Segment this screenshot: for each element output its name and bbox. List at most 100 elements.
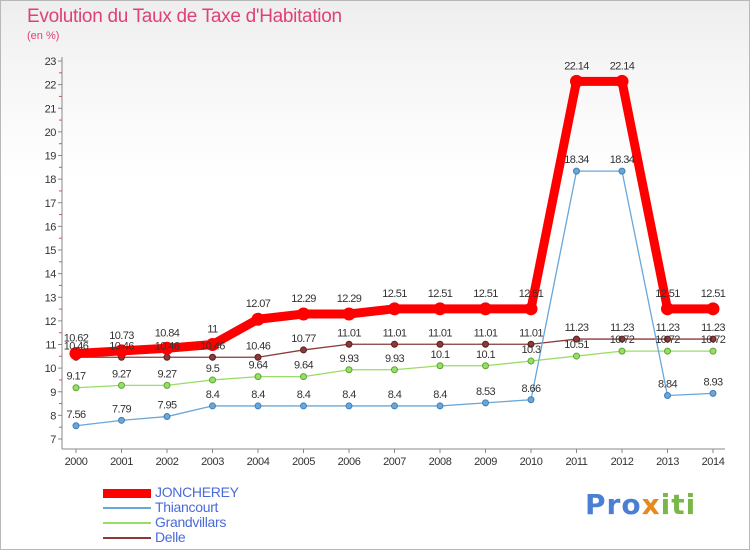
data-label-grandvillars: 9.64 — [294, 360, 313, 372]
data-point-delle — [573, 335, 580, 343]
legend-item-thiancourt[interactable]: Thiancourt — [103, 499, 403, 515]
data-label-thiancourt: 8.84 — [658, 379, 677, 391]
data-point-grandvillars — [391, 366, 398, 374]
data-label-grandvillars: 10.72 — [701, 334, 726, 346]
y-tick-label: 11 — [45, 340, 56, 352]
y-tick-label: 17 — [45, 198, 57, 210]
data-label-joncherey: 12.29 — [337, 293, 362, 305]
y-tick-label: 18 — [45, 174, 57, 186]
data-point-joncherey — [206, 338, 219, 351]
data-label-joncherey: 11 — [207, 324, 218, 336]
data-label-grandvillars: 10.51 — [564, 339, 589, 351]
y-tick-label: 21 — [45, 103, 57, 115]
data-label-thiancourt: 7.79 — [112, 403, 131, 415]
series-layer — [69, 74, 720, 430]
data-label-grandvillars: 9.27 — [157, 368, 176, 380]
data-label-delle: 10.46 — [200, 340, 225, 352]
data-point-joncherey — [388, 302, 401, 316]
data-point-joncherey — [615, 74, 629, 88]
legend-item-delle[interactable]: Delle — [103, 529, 403, 545]
legend-label-thiancourt: Thiancourt — [155, 499, 219, 515]
y-tick-label: 9 — [50, 387, 56, 399]
x-tick-label: 2002 — [156, 456, 179, 468]
data-point-joncherey — [479, 302, 492, 316]
data-label-delle: 11.01 — [519, 327, 543, 339]
data-point-thiancourt — [436, 402, 444, 410]
x-tick-label: 2003 — [201, 456, 224, 468]
data-point-joncherey — [342, 307, 356, 321]
logo-part-pro: Pro — [585, 488, 642, 521]
legend-item-grandvillars[interactable]: Grandvillars — [103, 514, 403, 530]
data-label-joncherey: 12.51 — [655, 288, 680, 300]
data-label-grandvillars: 9.93 — [385, 353, 404, 365]
data-point-thiancourt — [209, 402, 216, 410]
legend-swatch-joncherey — [103, 488, 151, 498]
data-label-grandvillars: 9.17 — [66, 371, 85, 383]
proxiti-logo: Proxiti — [585, 488, 696, 521]
data-point-thiancourt — [118, 416, 125, 424]
y-tick-label: 10 — [45, 363, 57, 375]
data-point-grandvillars — [664, 347, 671, 355]
x-tick-label: 2005 — [292, 456, 315, 468]
data-point-grandvillars — [709, 347, 717, 355]
chart-title: Evolution du Taux de Taxe d'Habitation — [27, 6, 342, 27]
data-point-joncherey — [69, 346, 83, 360]
data-label-thiancourt: 7.56 — [66, 409, 85, 421]
data-point-thiancourt — [391, 402, 398, 410]
data-point-thiancourt — [254, 402, 262, 410]
data-label-thiancourt: 18.34 — [564, 154, 589, 166]
data-label-thiancourt: 8.4 — [388, 389, 402, 401]
data-point-thiancourt — [709, 389, 717, 397]
logo-part-iti: iti — [660, 488, 697, 521]
data-label-delle: 10.77 — [291, 333, 316, 345]
data-label-thiancourt: 8.66 — [521, 383, 540, 395]
data-label-thiancourt: 8.53 — [476, 386, 495, 398]
data-label-delle: 10.46 — [246, 340, 271, 352]
data-label-joncherey: 12.51 — [428, 288, 453, 300]
data-label-grandvillars: 10.72 — [610, 334, 635, 346]
data-label-joncherey: 12.51 — [473, 288, 498, 300]
y-tick-label: 20 — [45, 127, 57, 139]
x-tick-label: 2004 — [247, 456, 270, 468]
logo-part-x: x — [641, 488, 661, 521]
data-label-thiancourt: 8.4 — [206, 389, 220, 401]
y-tick-label: 7 — [50, 434, 56, 446]
x-tick-label: 2001 — [110, 456, 133, 468]
x-tick-label: 2008 — [429, 456, 452, 468]
data-label-joncherey: 12.29 — [291, 293, 316, 305]
y-tick-label: 8 — [50, 410, 56, 422]
data-label-grandvillars: 9.93 — [339, 353, 358, 365]
x-tick-label: 2009 — [474, 456, 497, 468]
data-point-joncherey — [160, 341, 174, 355]
data-point-grandvillars — [527, 357, 535, 365]
data-point-thiancourt — [482, 399, 489, 407]
y-tick-label: 19 — [45, 151, 57, 163]
data-point-grandvillars — [345, 366, 353, 374]
data-label-joncherey: 10.73 — [109, 330, 134, 342]
data-point-grandvillars — [482, 362, 489, 370]
data-point-joncherey — [524, 302, 538, 316]
data-label-delle: 11.01 — [428, 327, 452, 339]
x-tick-label: 2013 — [656, 456, 679, 468]
data-label-delle: 11.23 — [701, 322, 725, 334]
data-point-thiancourt — [573, 167, 580, 175]
data-label-delle: 11.01 — [383, 327, 407, 339]
data-point-grandvillars — [209, 376, 216, 384]
x-tick-label: 2006 — [338, 456, 361, 468]
data-label-grandvillars: 10.1 — [430, 349, 449, 361]
data-point-grandvillars — [72, 384, 80, 392]
data-point-delle — [709, 335, 717, 343]
legend-item-joncherey[interactable]: JONCHEREY — [103, 484, 403, 500]
x-tick-label: 2012 — [611, 456, 634, 468]
data-label-delle: 11.23 — [565, 322, 589, 334]
y-tick-label: 16 — [45, 221, 57, 233]
data-point-thiancourt — [72, 422, 80, 430]
data-label-thiancourt: 8.93 — [703, 376, 722, 388]
y-tick-label: 23 — [45, 56, 57, 68]
data-point-delle — [163, 353, 171, 361]
data-point-delle — [482, 340, 489, 348]
data-point-joncherey — [115, 344, 128, 358]
data-point-grandvillars — [573, 352, 580, 360]
legend-label-delle: Delle — [155, 529, 186, 545]
